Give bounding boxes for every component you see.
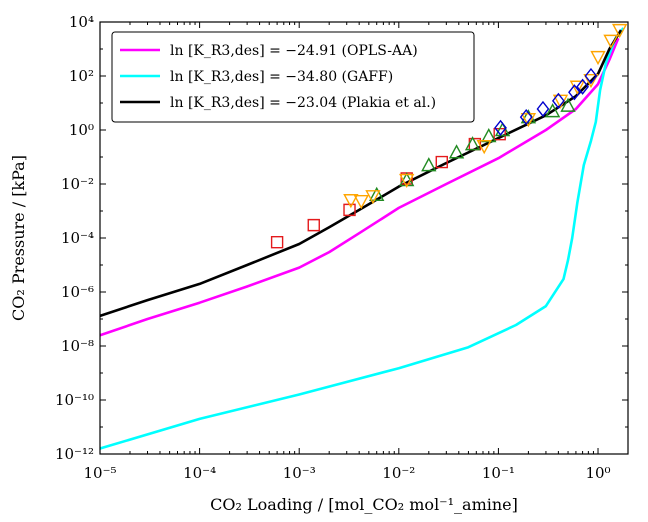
triangle-up-marker [481, 128, 497, 143]
triangle-up-marker [464, 136, 481, 151]
legend-box [111, 31, 475, 123]
diamond-marker [519, 108, 533, 126]
square-marker [270, 235, 284, 249]
diamond-marker [551, 92, 565, 109]
triangle-up-marker [448, 144, 465, 159]
diamond-marker [536, 100, 550, 118]
triangle-up-marker [494, 122, 511, 137]
legend-label: ln [K_R3,des] = −24.91 (OPLS-AA) [170, 43, 418, 59]
x-tick-label: 10⁻⁴ [183, 464, 216, 482]
y-tick-label: 10⁻⁴ [61, 229, 94, 247]
triangle-down-marker [569, 80, 586, 95]
legend: ln [K_R3,des] = −24.91 (OPLS-AA) ln [K_R3… [111, 31, 475, 123]
y-axis-title: CO₂ Pressure / [kPa] [9, 155, 28, 321]
triangle-down-marker [590, 50, 606, 66]
y-tick-label: 10⁻¹⁰ [55, 391, 94, 409]
ticks-layer: 10⁻⁵ 10⁻⁴ 10⁻³ 10⁻² 10⁻¹ 10⁰ 10⁻¹² 10⁻¹⁰ 10⁻⁸ 10⁻… [55, 13, 629, 482]
triangle-up-marker [560, 97, 576, 112]
triangle-down-marker [583, 73, 599, 89]
triangle-down-marker [603, 34, 619, 49]
diamond-marker [494, 119, 507, 136]
x-tick-label: 10⁻¹ [482, 464, 515, 482]
square-marker [307, 218, 320, 232]
diamond-marker [576, 78, 589, 95]
triangle-up-marker [369, 186, 385, 201]
series-line-1 [100, 27, 625, 450]
y-tick-label: 10⁰ [69, 121, 94, 139]
triangle-up-marker [544, 103, 561, 118]
triangle-down-marker [612, 23, 628, 39]
x-tick-label: 10⁻⁵ [83, 464, 116, 482]
y-tick-label: 10⁴ [69, 13, 94, 31]
y-tick-label: 10² [69, 67, 94, 85]
x-tick-label: 10⁻³ [283, 464, 316, 482]
y-tick-label: 10⁻⁶ [61, 283, 94, 301]
triangle-down-marker [365, 190, 381, 205]
series-line-2 [100, 29, 623, 318]
triangle-down-marker [399, 173, 415, 189]
x-tick-label: 10⁰ [585, 464, 610, 482]
triangle-down-marker [476, 140, 492, 155]
series-line-0 [100, 37, 620, 337]
triangle-down-marker [353, 195, 369, 210]
y-tick-label: 10⁻¹² [55, 445, 94, 463]
diamond-marker [584, 67, 598, 85]
markers-layer [270, 23, 628, 249]
diamond-marker [568, 84, 581, 101]
triangle-up-marker [421, 157, 437, 172]
square-marker [493, 127, 506, 141]
legend-label: ln [K_R3,des] = −23.04 (Plakia et al.) [170, 95, 436, 111]
x-axis-title: CO₂ Loading / [mol_CO₂ mol⁻¹_amine] [210, 495, 518, 514]
y-tick-label: 10⁻⁸ [61, 337, 94, 355]
square-marker [468, 137, 482, 151]
square-marker [435, 155, 448, 169]
x-tick-label: 10⁻² [382, 464, 415, 482]
y-tick-label: 10⁻² [61, 175, 94, 193]
legend-label: ln [K_R3,des] = −34.80 (GAFF) [170, 69, 393, 85]
triangle-down-marker [343, 194, 359, 209]
curves-layer [100, 27, 625, 450]
